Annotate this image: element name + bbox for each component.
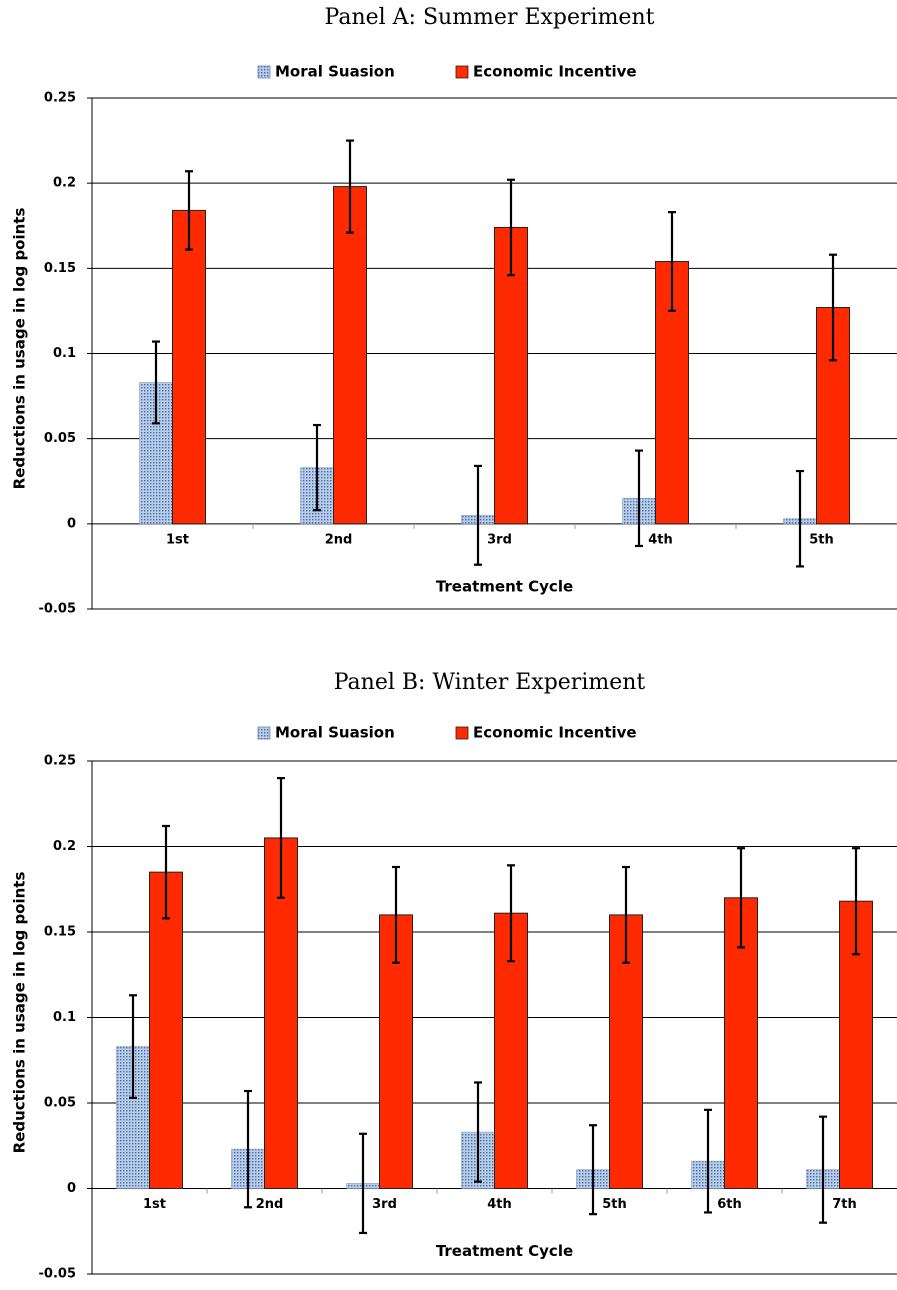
error-bar <box>507 864 515 963</box>
error-bar <box>589 1124 597 1216</box>
error-bar <box>185 170 193 251</box>
y-tick-label: 0.25 <box>44 754 76 769</box>
chart-title: Panel B: Winter Experiment <box>334 670 646 695</box>
x-tick-label: 2nd <box>325 532 353 547</box>
x-tick-label: 1st <box>166 532 189 547</box>
error-bar <box>622 865 630 964</box>
error-bar <box>359 1132 367 1235</box>
legend-label: Economic Incentive <box>473 63 637 81</box>
legend-label: Moral Suasion <box>275 63 395 81</box>
legend-label: Moral Suasion <box>275 724 395 742</box>
error-bar <box>668 211 676 313</box>
y-tick-label: -0.05 <box>39 1267 76 1282</box>
error-bar <box>129 994 137 1099</box>
error-bar <box>737 847 745 949</box>
y-tick-label: 0.1 <box>53 1010 76 1025</box>
bar <box>724 897 758 1189</box>
legend-label: Economic Incentive <box>473 724 637 742</box>
x-tick-label: 6th <box>717 1197 742 1212</box>
y-tick-label: 0.05 <box>44 431 76 446</box>
error-bar <box>313 423 321 512</box>
y-tick-label: 0.05 <box>44 1096 76 1111</box>
error-bar <box>162 824 170 920</box>
error-bar <box>244 1089 252 1209</box>
error-bar <box>704 1108 712 1214</box>
chart-title: Panel A: Summer Experiment <box>325 5 655 30</box>
error-bar <box>474 1081 482 1183</box>
x-axis-label: Treatment Cycle <box>436 1242 573 1260</box>
error-bar <box>507 178 515 277</box>
x-tick-label: 3rd <box>372 1197 397 1212</box>
y-tick-label: 0 <box>67 516 76 531</box>
bar <box>333 186 367 525</box>
legend-swatch <box>257 726 271 740</box>
error-bar <box>635 449 643 548</box>
y-tick-label: 0 <box>67 1181 76 1196</box>
x-tick-label: 7th <box>832 1197 857 1212</box>
error-bar <box>819 1115 827 1224</box>
bar <box>149 871 183 1190</box>
bar <box>172 209 206 525</box>
error-bar <box>152 340 160 425</box>
legend-swatch <box>455 65 469 79</box>
bar <box>494 226 528 525</box>
x-tick-label: 4th <box>487 1197 512 1212</box>
y-tick-label: 0.2 <box>53 839 76 854</box>
y-axis-label: Reductions in usage in log points <box>11 208 29 490</box>
error-bar <box>852 847 860 956</box>
error-bar <box>277 776 285 899</box>
y-tick-label: 0.15 <box>44 925 76 940</box>
error-bar <box>474 464 482 566</box>
y-tick-label: -0.05 <box>39 602 76 617</box>
x-tick-label: 1st <box>143 1197 166 1212</box>
legend-swatch <box>455 726 469 740</box>
y-axis-label: Reductions in usage in log points <box>11 872 29 1154</box>
x-tick-label: 5th <box>602 1197 627 1212</box>
error-bar <box>346 139 354 234</box>
x-tick-label: 3rd <box>487 532 512 547</box>
x-tick-label: 4th <box>648 532 673 547</box>
x-axis-label: Treatment Cycle <box>436 577 573 595</box>
y-tick-label: 0.15 <box>44 261 76 276</box>
error-bar <box>796 469 804 568</box>
x-tick-label: 2nd <box>256 1197 284 1212</box>
x-tick-label: 5th <box>809 532 834 547</box>
y-tick-label: 0.2 <box>53 176 76 191</box>
error-bar <box>392 865 400 964</box>
y-tick-label: 0.25 <box>44 91 76 106</box>
error-bar <box>829 253 837 362</box>
y-tick-label: 0.1 <box>53 346 76 361</box>
legend-swatch <box>257 65 271 79</box>
